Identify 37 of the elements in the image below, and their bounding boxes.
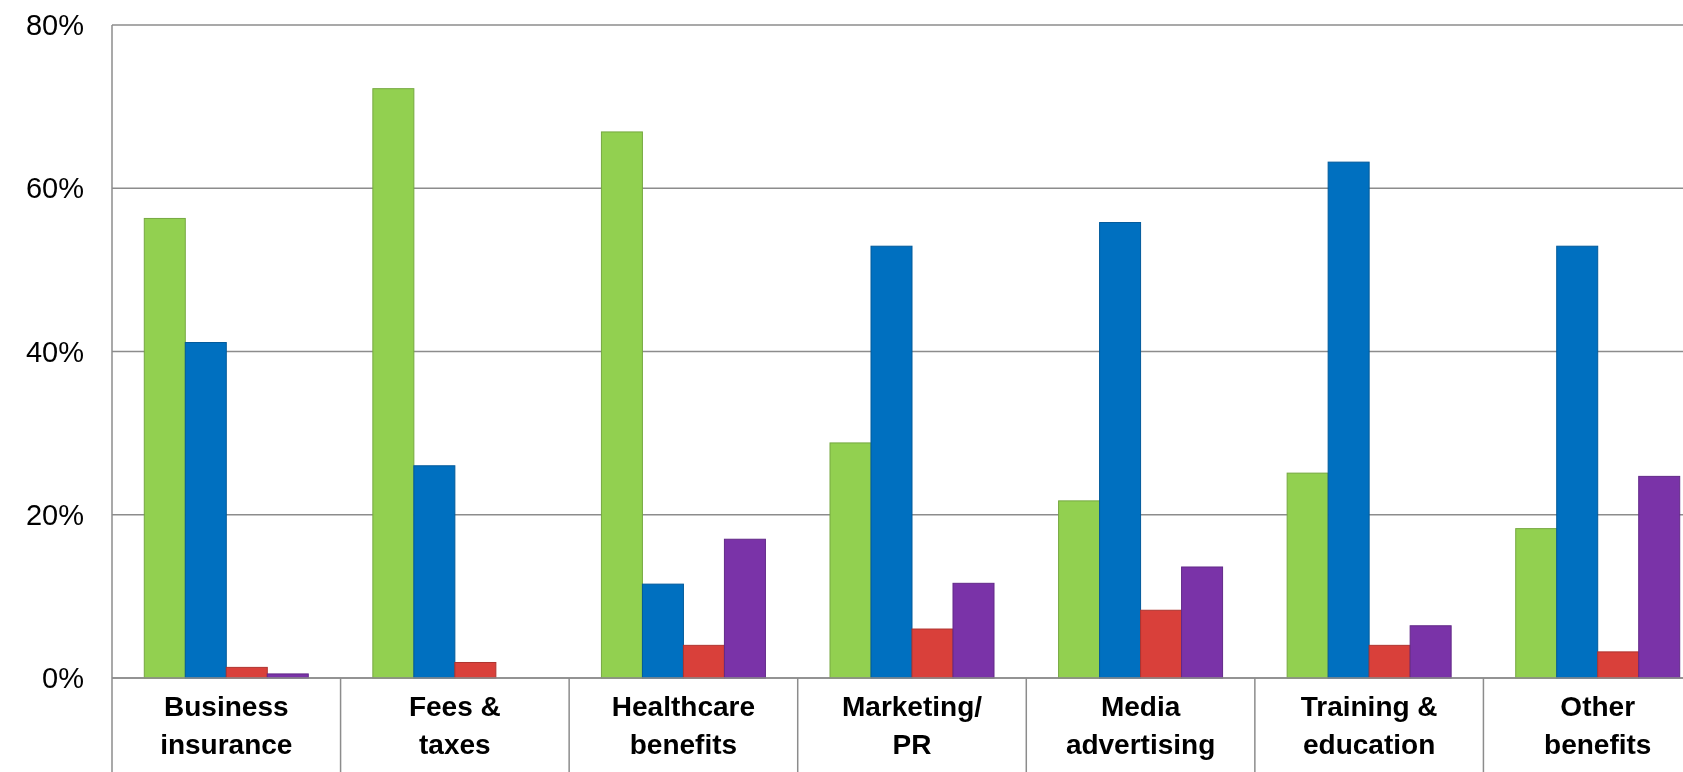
bar xyxy=(1181,566,1224,679)
bar xyxy=(1058,500,1101,679)
x-tick-label: Business insurance xyxy=(160,691,293,760)
y-tick-label: 40% xyxy=(25,335,84,368)
bar xyxy=(184,342,227,679)
x-tick-label: Marketing/ PR xyxy=(841,691,983,760)
bar xyxy=(952,582,995,679)
bar xyxy=(143,217,186,679)
bar xyxy=(1597,651,1640,679)
bar xyxy=(723,538,766,679)
y-tick-label: 80% xyxy=(25,9,84,42)
bar xyxy=(641,583,684,679)
bar xyxy=(1515,528,1558,679)
x-tick-label: Healthcare benefits xyxy=(611,691,756,760)
bar xyxy=(1286,472,1329,679)
bar xyxy=(600,131,643,679)
bar xyxy=(1099,222,1142,679)
bar xyxy=(829,442,872,679)
x-tick-label: Media advertising xyxy=(1065,691,1216,760)
bar xyxy=(1140,609,1183,679)
bar xyxy=(1368,644,1411,679)
bar xyxy=(454,661,497,679)
bar xyxy=(682,644,725,679)
y-tick-label: 60% xyxy=(25,172,84,205)
x-tick-label: Other benefits xyxy=(1544,691,1652,760)
x-tick-label: Fees & taxes xyxy=(408,691,501,760)
x-tick-label: Training & education xyxy=(1300,691,1438,760)
y-tick-label: 20% xyxy=(25,498,84,531)
bar xyxy=(1327,161,1370,679)
bar xyxy=(1556,245,1599,679)
bar xyxy=(1638,475,1681,679)
y-tick-label: 0% xyxy=(42,662,84,695)
bar xyxy=(911,628,954,679)
bar xyxy=(413,465,456,679)
bar xyxy=(1409,625,1452,679)
bar xyxy=(870,245,913,679)
bar xyxy=(372,88,415,679)
